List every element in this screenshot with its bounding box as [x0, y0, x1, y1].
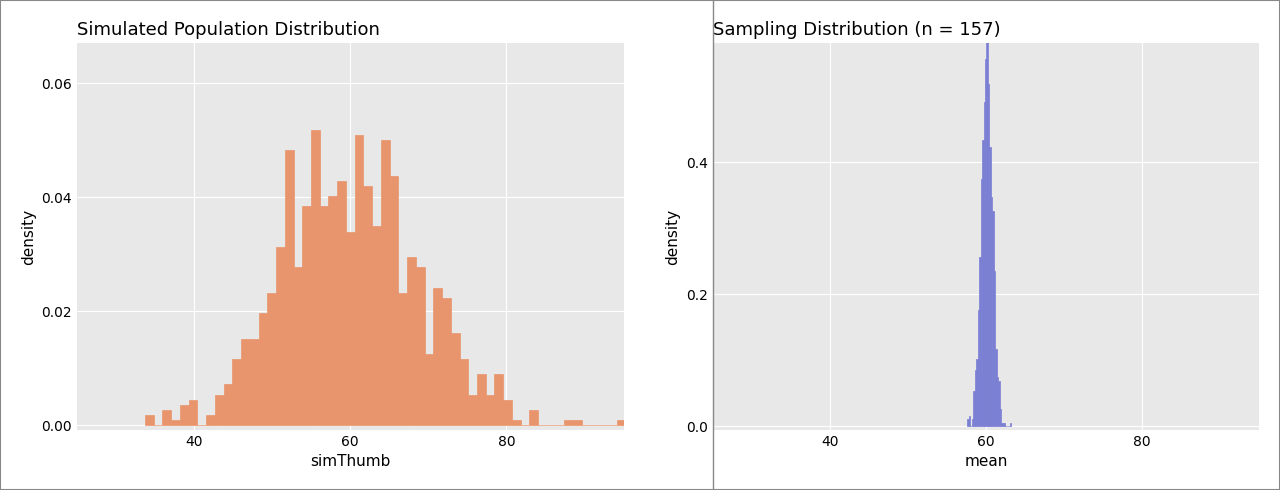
Bar: [503, 400, 512, 425]
Bar: [998, 381, 1000, 426]
Bar: [997, 377, 998, 426]
Bar: [276, 247, 284, 425]
Text: Simulated Population Distribution: Simulated Population Distribution: [77, 21, 380, 39]
Bar: [973, 391, 975, 426]
Bar: [1001, 423, 1002, 426]
Bar: [259, 313, 268, 425]
Bar: [389, 175, 398, 425]
Bar: [969, 416, 970, 426]
Bar: [993, 271, 996, 426]
Bar: [233, 359, 241, 425]
Bar: [1004, 423, 1005, 426]
Bar: [992, 211, 993, 426]
Bar: [302, 206, 311, 425]
Bar: [320, 206, 329, 425]
Bar: [381, 140, 389, 425]
Bar: [983, 101, 986, 426]
Bar: [163, 410, 172, 425]
Bar: [979, 257, 980, 426]
Bar: [978, 310, 979, 426]
X-axis label: mean: mean: [964, 454, 1007, 469]
Bar: [451, 334, 460, 425]
Bar: [564, 420, 573, 425]
Bar: [996, 349, 997, 426]
Bar: [980, 179, 982, 426]
Bar: [991, 197, 992, 426]
Y-axis label: density: density: [20, 208, 36, 265]
Bar: [329, 196, 337, 425]
Bar: [434, 288, 442, 425]
Bar: [989, 147, 991, 426]
Bar: [977, 359, 978, 426]
Bar: [172, 420, 180, 425]
Bar: [250, 339, 259, 425]
Bar: [180, 405, 188, 425]
Bar: [512, 420, 521, 425]
Bar: [485, 394, 494, 425]
Bar: [987, 17, 988, 426]
Bar: [268, 293, 276, 425]
Bar: [442, 298, 451, 425]
Bar: [1000, 409, 1001, 426]
Bar: [986, 59, 987, 426]
Bar: [468, 394, 477, 425]
Bar: [224, 385, 233, 425]
Bar: [398, 293, 407, 425]
Bar: [975, 370, 977, 426]
Bar: [311, 130, 320, 425]
Bar: [241, 339, 250, 425]
Bar: [407, 257, 416, 425]
Bar: [215, 394, 224, 425]
Bar: [284, 150, 293, 425]
Bar: [337, 181, 346, 425]
Text: Sampling Distribution (n = 157): Sampling Distribution (n = 157): [713, 21, 1000, 39]
Bar: [425, 354, 434, 425]
Bar: [416, 267, 425, 425]
Bar: [972, 419, 973, 426]
Bar: [460, 359, 468, 425]
Bar: [494, 374, 503, 425]
Bar: [1010, 423, 1011, 426]
Y-axis label: density: density: [666, 208, 680, 265]
Bar: [145, 415, 154, 425]
Bar: [1002, 423, 1004, 426]
X-axis label: simThumb: simThumb: [310, 454, 390, 469]
Bar: [573, 420, 582, 425]
Bar: [293, 267, 302, 425]
Bar: [530, 410, 538, 425]
Bar: [372, 226, 381, 425]
Bar: [477, 374, 485, 425]
Bar: [188, 400, 197, 425]
Bar: [364, 186, 372, 425]
Bar: [968, 419, 969, 426]
Bar: [617, 420, 626, 425]
Bar: [206, 415, 215, 425]
Bar: [982, 141, 983, 426]
Bar: [346, 232, 355, 425]
Bar: [988, 84, 989, 426]
Bar: [355, 135, 364, 425]
